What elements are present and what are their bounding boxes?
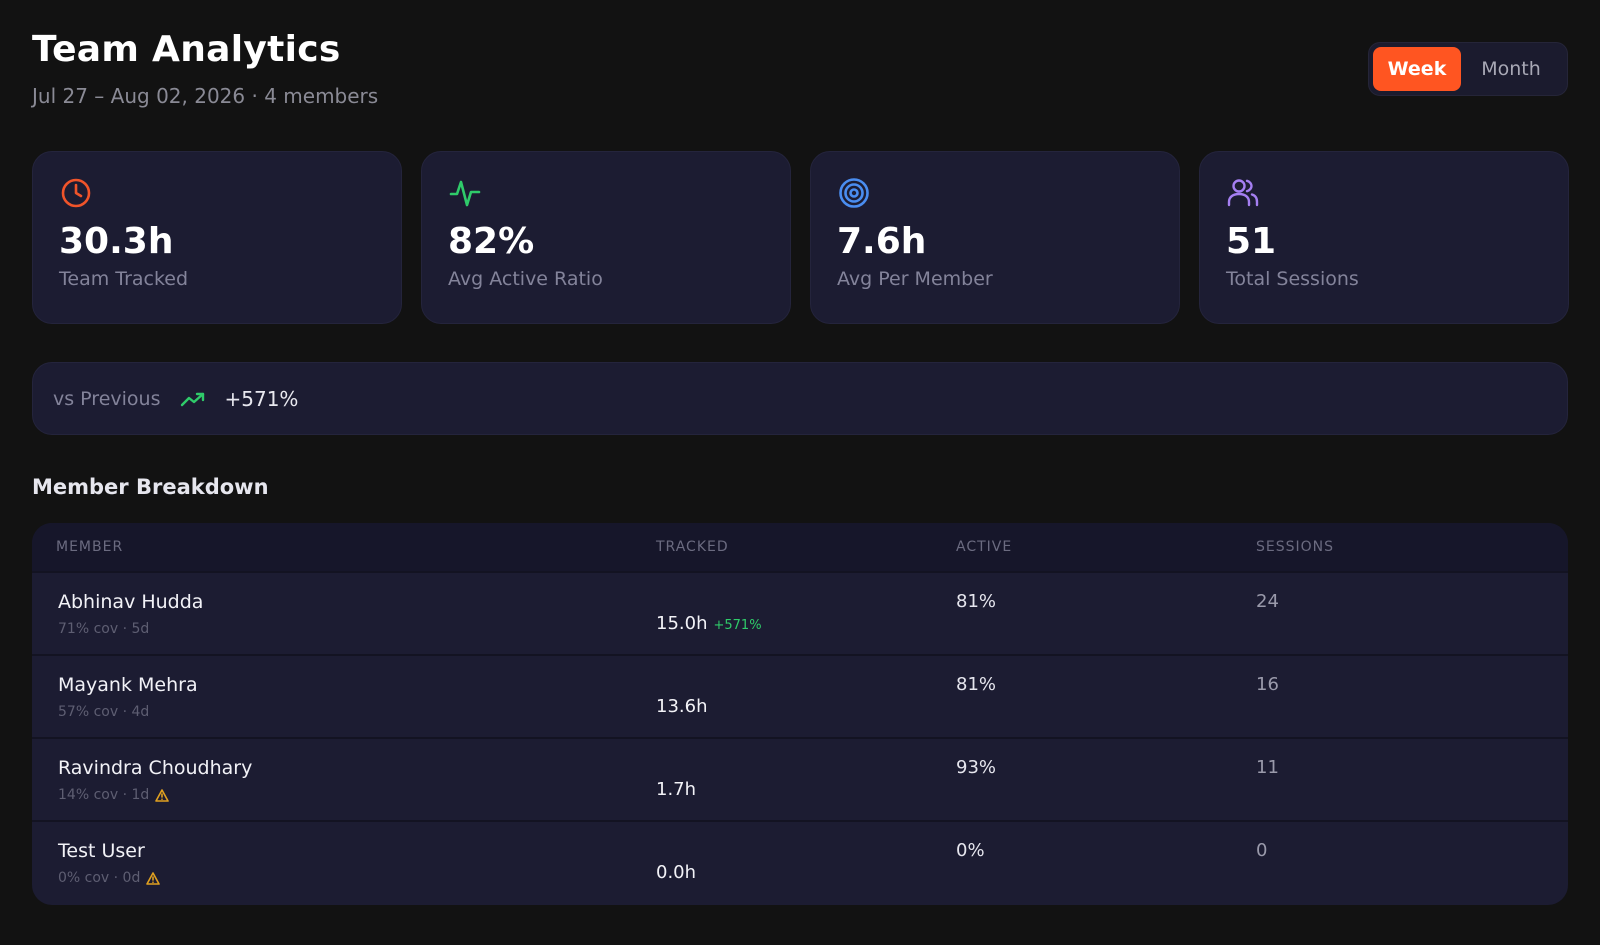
stat-value: 51	[1226, 221, 1277, 262]
activity-icon	[449, 180, 481, 207]
sessions-cell: 11	[1256, 757, 1279, 778]
stat-label: Avg Per Member	[837, 268, 993, 290]
member-cell: Mayank Mehra 57% cov · 4d	[58, 674, 198, 720]
active-cell: 0%	[956, 840, 985, 861]
active-cell: 81%	[956, 674, 997, 695]
stat-card-team-tracked: 30.3h Team Tracked	[32, 151, 402, 324]
page-title: Team Analytics	[32, 29, 341, 70]
coverage-text: 71% cov · 5d	[58, 621, 150, 637]
sessions-cell: 16	[1256, 674, 1279, 695]
member-meta: 0% cov · 0d	[58, 870, 161, 886]
tracked-value: 13.6h	[656, 696, 708, 717]
clock-icon	[61, 178, 91, 208]
stat-label: Total Sessions	[1226, 268, 1359, 290]
member-meta: 57% cov · 4d	[58, 704, 198, 720]
member-meta: 71% cov · 5d	[58, 621, 203, 637]
column-header-active: ACTIVE	[956, 539, 1013, 555]
tracked-cell: 1.7h	[656, 779, 696, 800]
member-name: Abhinav Hudda	[58, 591, 204, 613]
tracked-value: 1.7h	[656, 779, 697, 800]
table-row[interactable]: Mayank Mehra 57% cov · 4d 13.6h 81% 16	[32, 654, 1568, 737]
member-name: Test User	[58, 840, 145, 862]
column-header-member: MEMBER	[56, 539, 124, 555]
active-cell: 93%	[956, 757, 997, 778]
date-range-subtitle: Jul 27 – Aug 02, 2026 · 4 members	[32, 84, 379, 108]
page-header: Team Analytics Jul 27 – Aug 02, 2026 · 4…	[32, 26, 378, 108]
stat-card-active-ratio: 82% Avg Active Ratio	[421, 151, 791, 324]
tracked-cell: 13.6h	[656, 696, 708, 717]
tracked-value: 15.0h	[656, 613, 708, 634]
stat-value: 30.3h	[59, 221, 174, 262]
member-cell: Abhinav Hudda 71% cov · 5d	[58, 591, 203, 637]
coverage-text: 14% cov · 1d	[58, 787, 150, 803]
member-cell: Ravindra Choudhary 14% cov · 1d	[58, 757, 252, 803]
stat-value: 82%	[448, 221, 535, 262]
column-header-tracked: TRACKED	[656, 539, 729, 555]
tracked-cell: 0.0h	[656, 862, 696, 883]
member-name: Ravindra Choudhary	[58, 757, 253, 779]
section-title: Member Breakdown	[32, 475, 269, 499]
warning-icon	[146, 871, 161, 885]
period-toggle: Week Month	[1368, 42, 1568, 96]
comparison-bar: vs Previous +571%	[32, 362, 1568, 435]
sessions-cell: 0	[1256, 840, 1268, 861]
week-toggle-button[interactable]: Week	[1373, 47, 1461, 91]
active-cell: 81%	[956, 591, 997, 612]
member-meta: 14% cov · 1d	[58, 787, 252, 803]
comparison-value: +571%	[224, 386, 299, 411]
month-toggle-button[interactable]: Month	[1481, 58, 1541, 80]
table-row[interactable]: Ravindra Choudhary 14% cov · 1d 1.7h 93%…	[32, 737, 1568, 820]
stat-value: 7.6h	[837, 221, 927, 262]
trending-up-icon	[181, 392, 205, 406]
stat-card-total-sessions: 51 Total Sessions	[1199, 151, 1569, 324]
warning-icon	[155, 788, 170, 802]
stat-cards: 30.3h Team Tracked 82% Avg Active Ratio …	[32, 151, 1569, 324]
member-cell: Test User 0% cov · 0d	[58, 840, 161, 886]
stat-card-avg-per-member: 7.6h Avg Per Member	[810, 151, 1180, 324]
tracked-delta: +571%	[713, 618, 762, 633]
member-name: Mayank Mehra	[58, 674, 198, 696]
table-row[interactable]: Abhinav Hudda 71% cov · 5d 15.0h +571% 81…	[32, 571, 1568, 654]
coverage-text: 0% cov · 0d	[58, 870, 141, 886]
target-icon	[839, 178, 869, 208]
tracked-cell: 15.0h +571%	[656, 613, 762, 634]
comparison-label: vs Previous	[53, 387, 161, 410]
stat-label: Avg Active Ratio	[448, 268, 603, 290]
table-header: MEMBER TRACKED ACTIVE SESSIONS	[32, 523, 1568, 571]
tracked-value: 0.0h	[656, 862, 697, 883]
column-header-sessions: SESSIONS	[1256, 539, 1335, 555]
users-icon	[1227, 179, 1259, 207]
table-row[interactable]: Test User 0% cov · 0d 0.0h 0% 0	[32, 820, 1568, 903]
stat-label: Team Tracked	[59, 268, 189, 290]
member-breakdown-table: MEMBER TRACKED ACTIVE SESSIONS Abhinav H…	[32, 523, 1568, 905]
sessions-cell: 24	[1256, 591, 1279, 612]
coverage-text: 57% cov · 4d	[58, 704, 150, 720]
